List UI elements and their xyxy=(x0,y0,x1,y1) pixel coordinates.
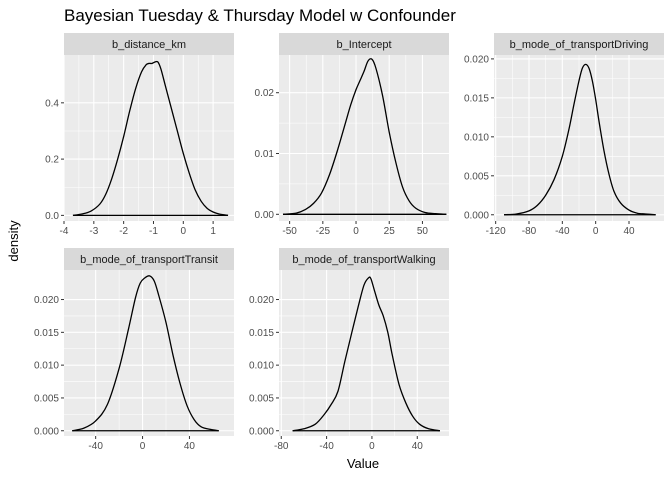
y-tick-label: 0.015 xyxy=(34,328,59,339)
x-tick-label: 0 xyxy=(181,226,187,237)
facet-strip-label: b_mode_of_transportDriving xyxy=(510,39,649,51)
x-tick-label: 40 xyxy=(184,441,196,452)
facet-strip-label: b_mode_of_transportTransit xyxy=(80,254,218,266)
y-tick-label: 0.01 xyxy=(255,149,275,160)
facet-strip xyxy=(64,248,234,270)
y-tick-label: 0.005 xyxy=(464,171,489,182)
x-tick-label: 0 xyxy=(593,226,599,237)
x-tick-label: -40 xyxy=(555,226,570,237)
facet-strip xyxy=(494,33,664,55)
density-curve xyxy=(72,275,219,432)
facet-strip-label: b_Intercept xyxy=(336,39,391,51)
x-tick-label: -80 xyxy=(274,441,289,452)
facet-strip xyxy=(279,33,449,55)
y-axis-title: density xyxy=(6,220,21,262)
x-tick-label: 0 xyxy=(140,441,146,452)
y-tick-label: 0.010 xyxy=(464,132,489,143)
density-curve xyxy=(282,58,447,215)
y-tick-label: 0.010 xyxy=(34,361,59,372)
y-tick-label: 0.020 xyxy=(464,54,489,65)
x-tick-label: -3 xyxy=(89,226,98,237)
x-tick-label: 50 xyxy=(417,226,429,237)
facet-strip-label: b_mode_of_transportWalking xyxy=(292,254,435,266)
y-tick-label: 0.4 xyxy=(45,98,59,109)
panel-background xyxy=(64,270,234,436)
x-tick-label: -50 xyxy=(282,226,297,237)
y-tick-label: 0.005 xyxy=(249,393,274,404)
x-tick-label: 40 xyxy=(412,441,424,452)
panel-background xyxy=(279,270,449,436)
panel-background xyxy=(279,55,449,221)
density-curve xyxy=(292,276,441,432)
chart-title: Bayesian Tuesday & Thursday Model w Conf… xyxy=(64,6,456,25)
y-tick-label: 0.020 xyxy=(34,295,59,306)
facet-panels: b_distance_km -4 -3 -2 -1 0 1 0.0 0.2 0.4 b_Interc… xyxy=(34,33,664,452)
facet-panel: b_distance_km -4 -3 -2 -1 0 1 0.0 0.2 0.4 xyxy=(45,33,234,237)
x-tick-label: -40 xyxy=(88,441,103,452)
facet-strip-label: b_distance_km xyxy=(112,39,186,51)
x-tick-label: -80 xyxy=(522,226,537,237)
y-tick-label: 0.00 xyxy=(255,210,275,221)
x-tick-label: 0 xyxy=(369,441,375,452)
y-tick-label: 0.005 xyxy=(34,393,59,404)
y-tick-label: 0.0 xyxy=(45,211,59,222)
y-tick-label: 0.010 xyxy=(249,361,274,372)
y-tick-label: 0.2 xyxy=(45,155,59,166)
y-tick-label: 0.02 xyxy=(255,88,275,99)
x-tick-label: -25 xyxy=(316,226,331,237)
panel-background xyxy=(64,55,234,221)
y-tick-label: 0.015 xyxy=(464,93,489,104)
density-curve xyxy=(72,60,229,217)
x-tick-label: -4 xyxy=(60,226,69,237)
y-tick-label: 0.000 xyxy=(34,426,59,437)
x-tick-label: -120 xyxy=(486,226,506,237)
y-tick-label: 0.000 xyxy=(464,210,489,221)
x-tick-label: 25 xyxy=(384,226,396,237)
x-tick-label: 1 xyxy=(210,226,216,237)
y-tick-label: 0.020 xyxy=(249,295,274,306)
x-axis-title: Value xyxy=(347,456,379,471)
density-curve xyxy=(503,63,656,216)
x-tick-label: -2 xyxy=(119,226,128,237)
facet-strip xyxy=(279,248,449,270)
y-tick-label: 0.000 xyxy=(249,426,274,437)
y-tick-label: 0.015 xyxy=(249,328,274,339)
facet-panel: b_mode_of_transportDriving -120 -80 -40 0 40 0… xyxy=(464,33,664,237)
facet-panel: b_mode_of_transportWalking -80 -40 0 40 0.000… xyxy=(249,248,449,452)
facet-panel: b_mode_of_transportTransit -40 0 40 0.000 0.0… xyxy=(34,248,234,452)
facet-panel: b_Intercept -50 -25 0 25 50 0.00 0.01 0.02 xyxy=(255,33,449,237)
x-tick-label: -1 xyxy=(149,226,158,237)
x-tick-label: 40 xyxy=(623,226,635,237)
x-tick-label: 0 xyxy=(353,226,359,237)
facet-strip xyxy=(64,33,234,55)
x-tick-label: -40 xyxy=(319,441,334,452)
